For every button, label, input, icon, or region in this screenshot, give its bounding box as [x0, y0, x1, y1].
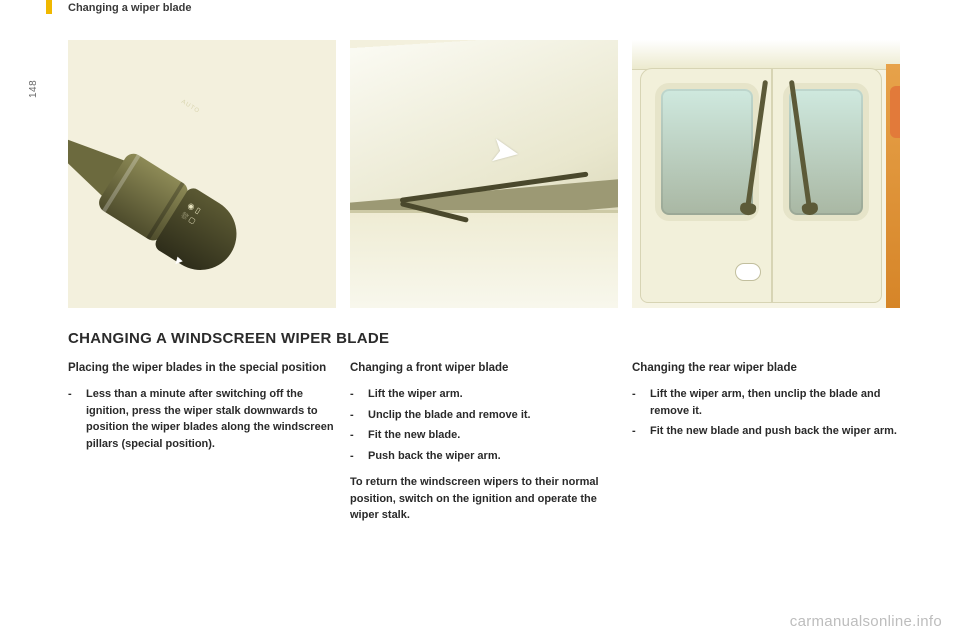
- list-item: Lift the wiper arm, then unclip the blad…: [632, 386, 900, 419]
- list-item: Fit the new blade and push back the wipe…: [632, 423, 900, 440]
- column-front-wiper: Changing a front wiper blade Lift the wi…: [350, 360, 618, 532]
- image-row: ◉ ▯⛆ ▢ ▾ AUTO ➤: [68, 40, 900, 308]
- col2-paragraph: To return the windscreen wipers to their…: [350, 474, 618, 524]
- column-rear-wiper: Changing the rear wiper blade Lift the w…: [632, 360, 900, 532]
- col1-heading: Placing the wiper blades in the special …: [68, 360, 336, 376]
- rear-window-left: [655, 83, 759, 221]
- list-item: Fit the new blade.: [350, 427, 618, 444]
- list-item: Lift the wiper arm.: [350, 386, 618, 403]
- page-title: CHANGING A WINDSCREEN WIPER BLADE: [68, 330, 389, 347]
- col2-list: Lift the wiper arm. Unclip the blade and…: [350, 386, 618, 464]
- rear-window-right: [783, 83, 869, 221]
- figure-rear-doors: [632, 40, 900, 308]
- rear-door-left: [640, 68, 772, 303]
- rear-wiper-right: [789, 80, 812, 209]
- stalk-auto-label: AUTO: [180, 99, 201, 115]
- col2-heading: Changing a front wiper blade: [350, 360, 618, 376]
- text-columns: Placing the wiper blades in the special …: [68, 360, 900, 532]
- col3-heading: Changing the rear wiper blade: [632, 360, 900, 376]
- list-item: Unclip the blade and remove it.: [350, 407, 618, 424]
- page-number: 148: [28, 80, 39, 98]
- column-special-position: Placing the wiper blades in the special …: [68, 360, 336, 532]
- watermark: carmanualsonline.info: [790, 613, 942, 630]
- col1-list: Less than a minute after switching off t…: [68, 386, 336, 452]
- figure-wiper-stalk: ◉ ▯⛆ ▢ ▾ AUTO: [68, 40, 336, 308]
- running-header: Changing a wiper blade: [68, 2, 191, 14]
- section-accent-tab: [46, 0, 52, 14]
- rear-wiper-left: [745, 80, 768, 209]
- rear-door-handle: [735, 263, 761, 281]
- rear-door-right: [772, 68, 882, 303]
- figure-front-windscreen: ➤: [350, 40, 618, 308]
- list-item: Push back the wiper arm.: [350, 448, 618, 465]
- wiper-stalk-illustration: ◉ ▯⛆ ▢ ▾: [68, 95, 250, 282]
- rear-light: [890, 86, 900, 138]
- list-item: Less than a minute after switching off t…: [68, 386, 336, 452]
- bonnet: [350, 210, 618, 308]
- rear-roof: [632, 40, 900, 70]
- col3-list: Lift the wiper arm, then unclip the blad…: [632, 386, 900, 440]
